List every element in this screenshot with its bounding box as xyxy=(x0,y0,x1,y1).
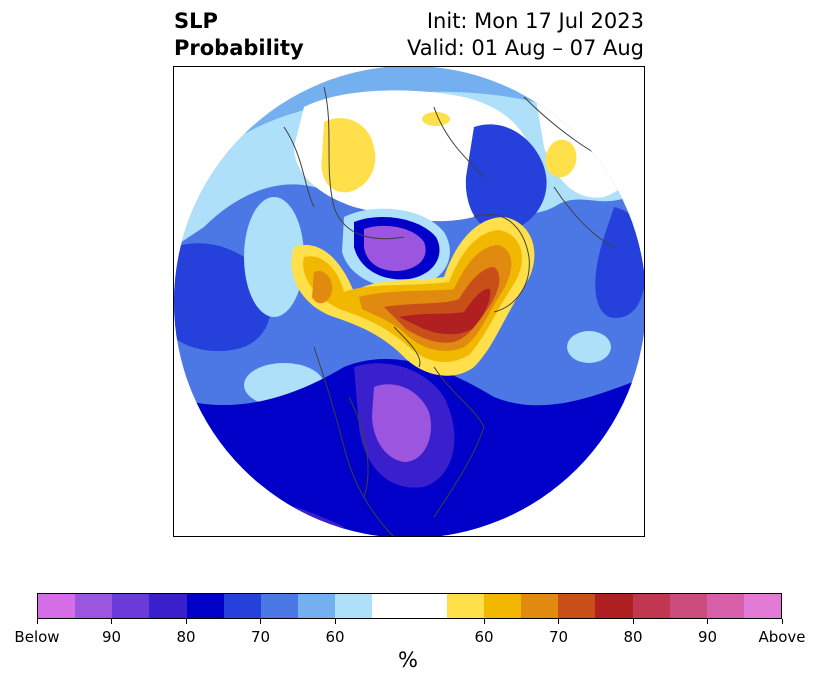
colorbar-tick-label: 60 xyxy=(325,628,345,646)
field-pale-blue-west xyxy=(244,197,304,317)
colorbar-swatch xyxy=(521,594,559,618)
colorbar-tick-mark xyxy=(707,619,708,624)
colorbar-swatch xyxy=(372,594,410,618)
colorbar-swatch xyxy=(632,594,670,618)
field-violet-na xyxy=(372,384,432,462)
colorbar-tick-mark xyxy=(558,619,559,624)
colorbar-tick-mark xyxy=(334,619,336,624)
colorbar-tick-label: 80 xyxy=(623,628,643,646)
colorbar-swatch xyxy=(75,594,113,618)
colorbar-tick-mark xyxy=(111,619,112,624)
field-red-positive xyxy=(399,288,491,335)
colorbar-tick-label: 70 xyxy=(548,628,569,646)
field-yellow-north-3 xyxy=(422,112,450,126)
polar-map xyxy=(173,66,645,537)
field-yellow-north-2 xyxy=(545,139,577,178)
probability-map-svg xyxy=(174,67,644,536)
colorbar-swatch xyxy=(743,594,782,618)
field-orange-west xyxy=(312,270,333,304)
colorbar-swatch xyxy=(112,594,150,618)
colorbar-tick-label: 60 xyxy=(474,628,494,646)
colorbar-tick-mark xyxy=(632,619,634,624)
field-blue-east xyxy=(465,124,547,233)
colorbar-tick-label: 90 xyxy=(101,628,122,646)
colorbar-swatch xyxy=(446,594,484,618)
colorbar xyxy=(37,593,782,619)
colorbar-unit-label: % xyxy=(398,648,418,672)
colorbar-swatch xyxy=(298,594,336,618)
colorbar-swatch xyxy=(669,594,707,618)
colorbar-tick-mark xyxy=(36,619,38,624)
colorbar-swatch xyxy=(186,594,224,618)
init-date: Init: Mon 17 Jul 2023 xyxy=(426,9,644,33)
colorbar-tick-label: Above xyxy=(758,628,806,646)
colorbar-swatch xyxy=(483,594,522,618)
colorbar-tick-label: 90 xyxy=(697,628,718,646)
colorbar-swatch xyxy=(595,594,633,618)
colorbar-swatch xyxy=(38,594,76,618)
field-blue-east-2 xyxy=(595,207,644,318)
colorbar-swatch xyxy=(558,594,596,618)
valid-range: Valid: 01 Aug – 07 Aug xyxy=(406,36,644,60)
field-pale-blue-east xyxy=(567,331,611,363)
coastlines xyxy=(283,86,625,536)
colorbar-tick-label: 70 xyxy=(250,628,271,646)
colorbar-tick-label: 80 xyxy=(176,628,196,646)
colorbar-swatch xyxy=(223,594,261,618)
title-variable: SLP xyxy=(174,9,218,33)
field-yellow-north-1 xyxy=(321,118,376,193)
colorbar-swatch xyxy=(335,594,373,618)
colorbar-tick-label: Below xyxy=(14,628,60,646)
map-title: SLP Probability xyxy=(174,8,304,62)
map-dates: Init: Mon 17 Jul 2023 Valid: 01 Aug – 07… xyxy=(407,8,644,62)
colorbar-tick-mark xyxy=(260,619,261,624)
colorbar-swatch xyxy=(149,594,187,618)
field-violet-greenland xyxy=(364,225,426,272)
colorbar-tick-mark xyxy=(781,619,783,624)
colorbar-tick-mark xyxy=(483,619,485,624)
colorbar-swatch xyxy=(260,594,299,618)
colorbar-tick-mark xyxy=(185,619,187,624)
title-product: Probability xyxy=(174,36,304,60)
colorbar-swatch xyxy=(706,594,744,618)
colorbar-swatch xyxy=(409,594,447,618)
